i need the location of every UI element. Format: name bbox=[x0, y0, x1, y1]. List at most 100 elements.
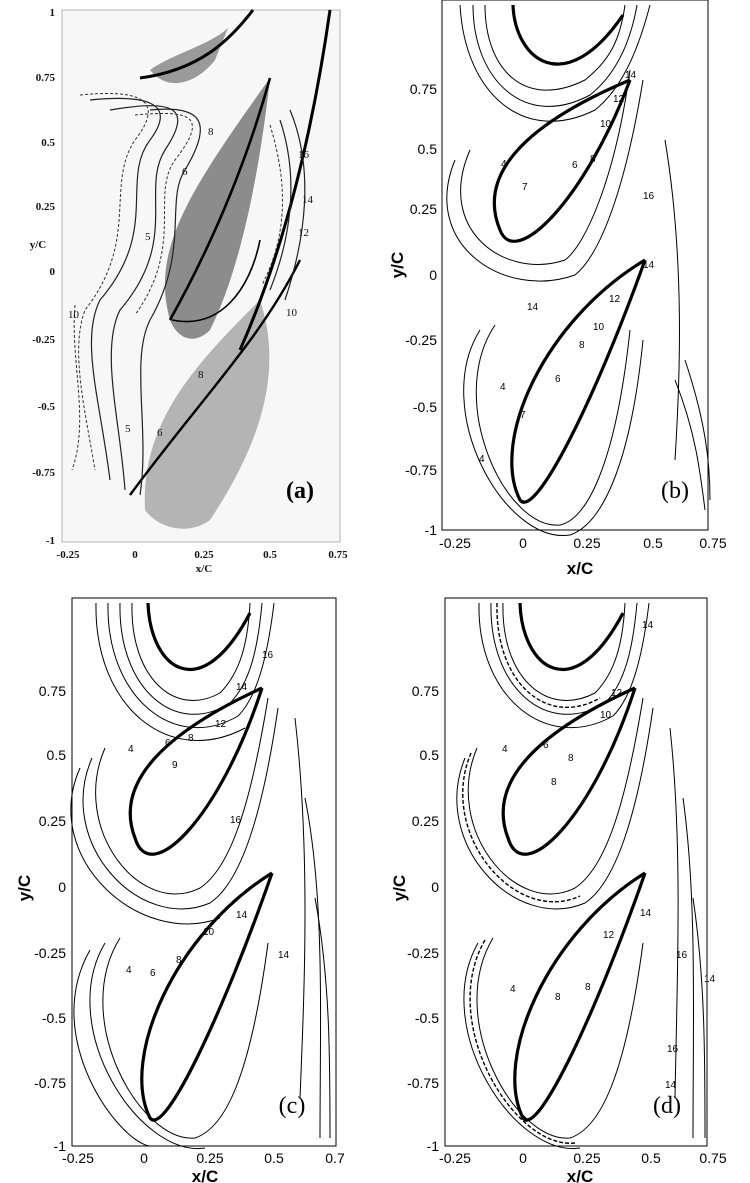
panel-a-xtick: 0.5 bbox=[263, 549, 277, 561]
panel-d-contour-label: 4 bbox=[510, 984, 516, 995]
panel-d-contour-label: 12 bbox=[611, 688, 623, 699]
panel-b-plot: 0.75 0.5 0.25 0 -0.25 -0.5 -0.75 -1 -0.2… bbox=[388, 0, 727, 578]
panel-b-contour-label: 6 bbox=[555, 374, 561, 385]
panel-b-contour-label: 4 bbox=[500, 382, 506, 393]
panel-c-ytick: 0.75 bbox=[39, 683, 66, 699]
panel-b-ytick: -1 bbox=[425, 522, 438, 538]
panel-b-contour-label: 14 bbox=[527, 302, 539, 313]
panel-b-contour-label: 7 bbox=[520, 410, 526, 421]
panel-d-ytick: -1 bbox=[427, 1138, 440, 1154]
panel-d-xlabel: x/C bbox=[567, 1167, 593, 1183]
panel-b-contour-label: 10 bbox=[600, 119, 612, 130]
panel-c-contour-label: 6 bbox=[150, 968, 156, 979]
panel-c-contour-label: 16 bbox=[262, 650, 274, 661]
panel-c-ytick: -1 bbox=[54, 1138, 67, 1154]
panel-d-contour-label: 14 bbox=[642, 620, 654, 631]
panel-a-contour-label: 12 bbox=[298, 227, 309, 239]
panel-b: 0.75 0.5 0.25 0 -0.25 -0.5 -0.75 -1 -0.2… bbox=[375, 0, 750, 585]
panel-b-xtick: 0.25 bbox=[573, 535, 600, 551]
panel-c-xlabel: x/C bbox=[192, 1167, 218, 1183]
panel-a-xtick: 0.75 bbox=[328, 549, 348, 561]
panel-b-ytick: -0.5 bbox=[413, 399, 437, 415]
panel-d-ylabel: y/C bbox=[390, 875, 409, 901]
panel-d-contour-label: 6 bbox=[543, 740, 549, 751]
panel-a-ytick: 0.25 bbox=[36, 201, 56, 213]
panel-a: 1 0.75 0.5 0.25 0 -0.25 -0.5 -0.75 -1 -0… bbox=[0, 0, 375, 585]
panel-d-contour-label: 8 bbox=[555, 992, 561, 1003]
panel-c-ytick: -0.5 bbox=[42, 1010, 66, 1026]
panel-d-contour-label: 16 bbox=[667, 1044, 679, 1055]
panel-b-contour-label: 14 bbox=[625, 70, 637, 81]
panel-a-ylabel: y/C bbox=[30, 239, 47, 251]
panel-b-xticks: -0.25 0 0.25 0.5 0.75 bbox=[439, 535, 727, 551]
panel-b-contour-label: 4 bbox=[479, 454, 485, 465]
panel-d: 0.75 0.5 0.25 0 -0.25 -0.5 -0.75 -1 -0.2… bbox=[375, 597, 750, 1183]
panel-c-ytick: 0 bbox=[58, 879, 66, 895]
panel-a-blade-mid bbox=[164, 78, 270, 339]
panel-d-contour-label: 16 bbox=[676, 950, 688, 961]
panel-b-contour-label: 8 bbox=[579, 340, 585, 351]
panel-b-contour-label: 12 bbox=[613, 94, 625, 105]
panel-b-contour-label: 7 bbox=[522, 182, 528, 193]
panel-b-xtick: -0.25 bbox=[439, 535, 471, 551]
panel-d-xtick: 0.25 bbox=[573, 1150, 600, 1166]
panel-d-contour-label: 8 bbox=[568, 753, 574, 764]
panel-b-ytick: 0.5 bbox=[418, 141, 438, 157]
panel-b-yticks: 0.75 0.5 0.25 0 -0.25 -0.5 -0.75 -1 bbox=[405, 81, 437, 538]
panel-d-ytick: -0.5 bbox=[415, 1010, 439, 1026]
panel-b-xtick: 0.5 bbox=[643, 535, 663, 551]
panel-a-ytick: -0.75 bbox=[32, 467, 55, 479]
panel-a-xlabel: x/C bbox=[196, 563, 213, 575]
panel-c-xtick: -0.25 bbox=[62, 1150, 94, 1166]
panel-d-contour-label: 4 bbox=[502, 744, 508, 755]
panel-c-ylabel: y/C bbox=[15, 875, 34, 901]
panel-b-xtick: 0.75 bbox=[699, 535, 726, 551]
panel-d-ytick: 0.5 bbox=[420, 747, 440, 763]
panel-b-contour-label: 16 bbox=[643, 191, 655, 202]
panel-d-xtick: 0.75 bbox=[699, 1150, 726, 1166]
panel-c-contour-label: 4 bbox=[128, 744, 134, 755]
panel-c-ytick: 0.5 bbox=[47, 747, 67, 763]
panel-c-contour-label: 4 bbox=[126, 965, 132, 976]
panel-c-xtick: 0.7 bbox=[325, 1150, 345, 1166]
panel-a-contour-label: 8 bbox=[198, 369, 204, 381]
panel-c-contour-label: 8 bbox=[188, 733, 194, 744]
panel-c-ytick: 0.25 bbox=[39, 813, 66, 829]
panel-d-xticks: -0.25 0 0.25 0.5 0.75 bbox=[439, 1150, 727, 1166]
panel-b-contour-label: 4 bbox=[501, 159, 507, 170]
panel-a-ytick: 1 bbox=[50, 7, 56, 19]
panel-c-plot: 0.75 0.5 0.25 0 -0.25 -0.5 -0.75 -1 -0.2… bbox=[15, 597, 345, 1183]
panel-b-ytick: 0.75 bbox=[410, 81, 437, 97]
panel-b-contour-label: 8 bbox=[590, 154, 596, 165]
panel-a-xticks: -0.25 0 0.25 0.5 0.75 bbox=[57, 549, 349, 561]
panel-d-ytick: 0 bbox=[431, 879, 439, 895]
panel-a-ytick: -1 bbox=[46, 535, 55, 547]
panel-a-xtick: 0.25 bbox=[194, 549, 214, 561]
panel-d-contour-label: 12 bbox=[603, 930, 615, 941]
panel-d-contour-label: 14 bbox=[640, 908, 652, 919]
panel-a-contour-label: 10 bbox=[286, 307, 298, 319]
panel-b-contour-label: 12 bbox=[609, 294, 621, 305]
panel-c-contour-label: 12 bbox=[215, 719, 227, 730]
panel-d-ytick: -0.75 bbox=[407, 1075, 439, 1091]
panel-c-contour-label: 14 bbox=[236, 910, 248, 921]
panel-d-contour-label: 8 bbox=[585, 982, 591, 993]
panel-a-contour-label: 16 bbox=[298, 149, 310, 161]
panel-a-xtick: -0.25 bbox=[57, 549, 80, 561]
panel-a-tag: (a) bbox=[286, 478, 314, 504]
panel-d-yticks: 0.75 0.5 0.25 0 -0.25 -0.5 -0.75 -1 bbox=[407, 683, 439, 1154]
panel-d-xtick: 0 bbox=[519, 1150, 527, 1166]
panel-a-ytick: 0.75 bbox=[36, 72, 56, 84]
panel-a-yticks: 1 0.75 0.5 0.25 0 -0.25 -0.5 -0.75 -1 bbox=[32, 7, 55, 547]
panel-c-contour-label: 14 bbox=[236, 682, 248, 693]
panel-a-contour-label: 5 bbox=[145, 231, 151, 243]
panel-c-frame bbox=[71, 597, 337, 1147]
panel-d-plot: 0.75 0.5 0.25 0 -0.25 -0.5 -0.75 -1 -0.2… bbox=[390, 597, 727, 1183]
panel-a-contour-label: 6 bbox=[157, 427, 163, 439]
panel-c-xticks: -0.25 0 0.25 0.5 0.7 bbox=[62, 1150, 345, 1166]
panel-d-frame bbox=[444, 597, 708, 1147]
panel-c-contour-label: 16 bbox=[230, 815, 242, 826]
panel-a-ytick: 0.5 bbox=[41, 137, 55, 149]
panel-d-contour-label: 14 bbox=[665, 1080, 677, 1091]
panel-c-ytick: -0.25 bbox=[34, 945, 66, 961]
